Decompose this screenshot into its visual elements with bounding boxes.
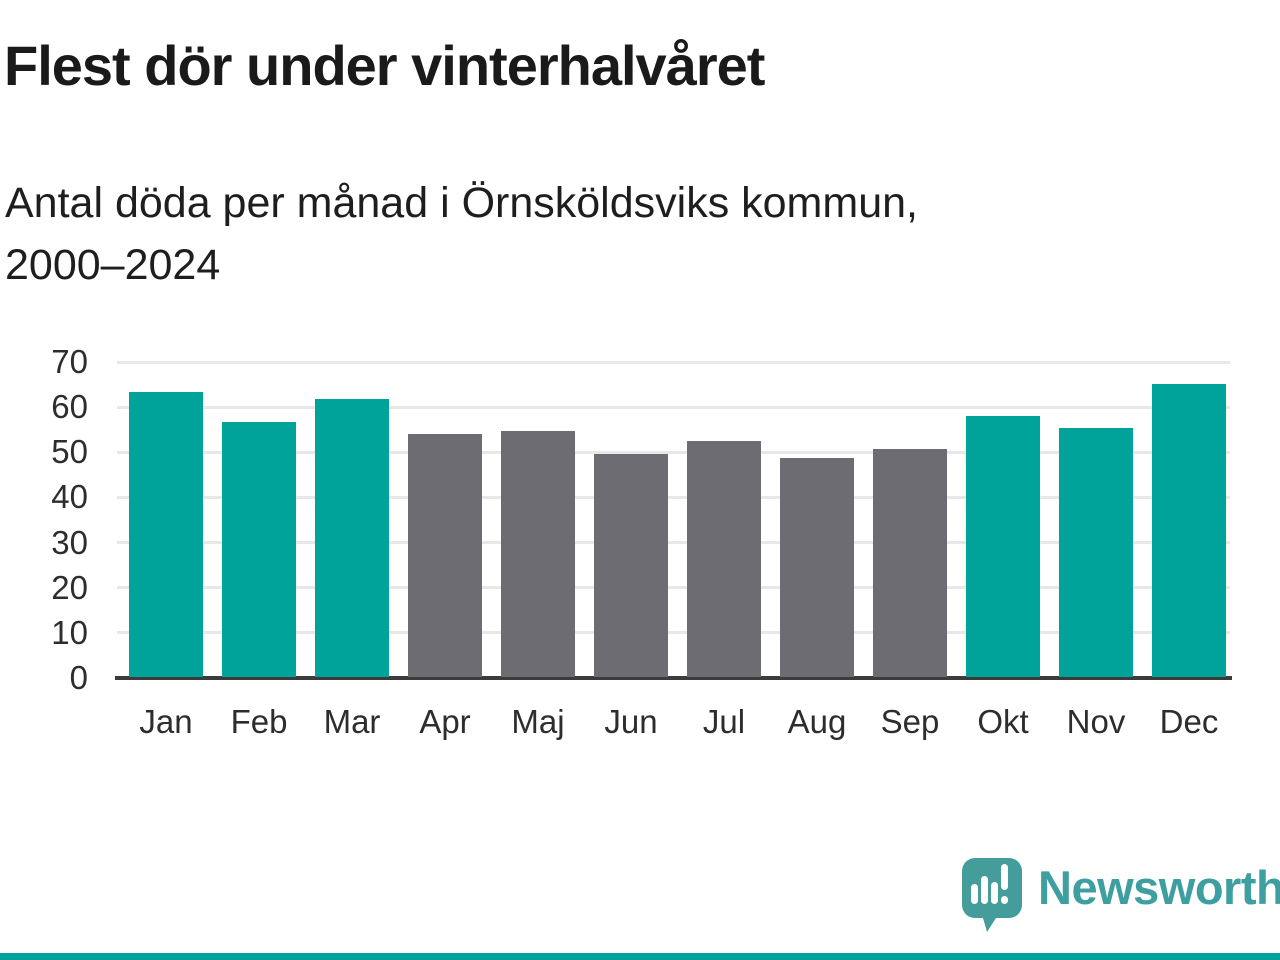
gridline-30: [117, 541, 1230, 545]
bar-jun: [594, 454, 668, 677]
y-axis-tick-label-70: 70: [51, 343, 88, 380]
x-axis-label-sep: Sep: [880, 703, 940, 740]
x-axis-label-maj: Maj: [511, 703, 565, 740]
footer-accent-bar: [0, 953, 1280, 960]
x-axis-line: [115, 676, 1232, 680]
newsworthy-logo-icon: [962, 858, 1022, 932]
newsworthy-wordmark: Newsworthy: [1038, 861, 1280, 914]
bar-mar: [315, 399, 389, 677]
y-axis-tick-label-30: 30: [51, 523, 88, 561]
x-axis-label-aug: Aug: [787, 703, 847, 740]
logo-bar-3: [991, 882, 998, 904]
gridline-20: [117, 586, 1230, 590]
gridline-70: [117, 360, 1230, 364]
x-axis-label-okt: Okt: [977, 703, 1029, 740]
logo-bar-2: [981, 876, 988, 904]
logo-bar-1: [971, 884, 978, 904]
y-axis-tick-label-60: 60: [51, 388, 88, 426]
bar-dec: [1152, 384, 1226, 677]
y-axis-tick-label-10: 10: [51, 613, 88, 651]
bar-maj: [501, 431, 575, 677]
bar-okt: [966, 416, 1040, 677]
x-axis-label-dec: Dec: [1159, 703, 1219, 740]
chart-subtitle: Antal döda per månad i Örnsköldsviks kom…: [5, 172, 1205, 296]
bar-jan: [129, 392, 203, 677]
x-axis-label-feb: Feb: [230, 703, 288, 740]
gridline-10: [117, 631, 1230, 635]
gridline-60: [117, 405, 1230, 409]
subtitle-line-2: 2000–2024: [5, 241, 221, 289]
chart-title: Flest dör under vinterhalvåret: [4, 34, 765, 97]
y-axis-tick-label-50: 50: [51, 433, 88, 471]
y-axis-tick-label-20: 20: [51, 568, 88, 606]
x-axis-label-jul: Jul: [702, 703, 746, 740]
bar-feb: [222, 422, 296, 677]
y-axis-tick-label-0: 0: [69, 659, 88, 696]
logo-exclamation-dot: [1001, 896, 1008, 904]
bar-aug: [780, 458, 854, 677]
gridline-40: [117, 495, 1230, 499]
bar-jul: [687, 441, 761, 677]
bar-nov: [1059, 428, 1133, 677]
newsworthy-logo: Newsworthy: [960, 856, 1280, 936]
x-axis-label-mar: Mar: [323, 703, 381, 740]
bar-apr: [408, 434, 482, 677]
y-axis-tick-label-40: 40: [51, 478, 88, 516]
gridline-50: [117, 450, 1230, 454]
x-axis-label-apr: Apr: [419, 703, 471, 740]
x-axis-label-jan: Jan: [139, 703, 193, 740]
bar-sep: [873, 449, 947, 677]
x-axis-label-nov: Nov: [1066, 703, 1126, 740]
x-axis-label-jun: Jun: [604, 703, 658, 740]
subtitle-line-1: Antal döda per månad i Örnsköldsviks kom…: [5, 179, 918, 227]
logo-exclamation-bar: [1001, 864, 1008, 890]
